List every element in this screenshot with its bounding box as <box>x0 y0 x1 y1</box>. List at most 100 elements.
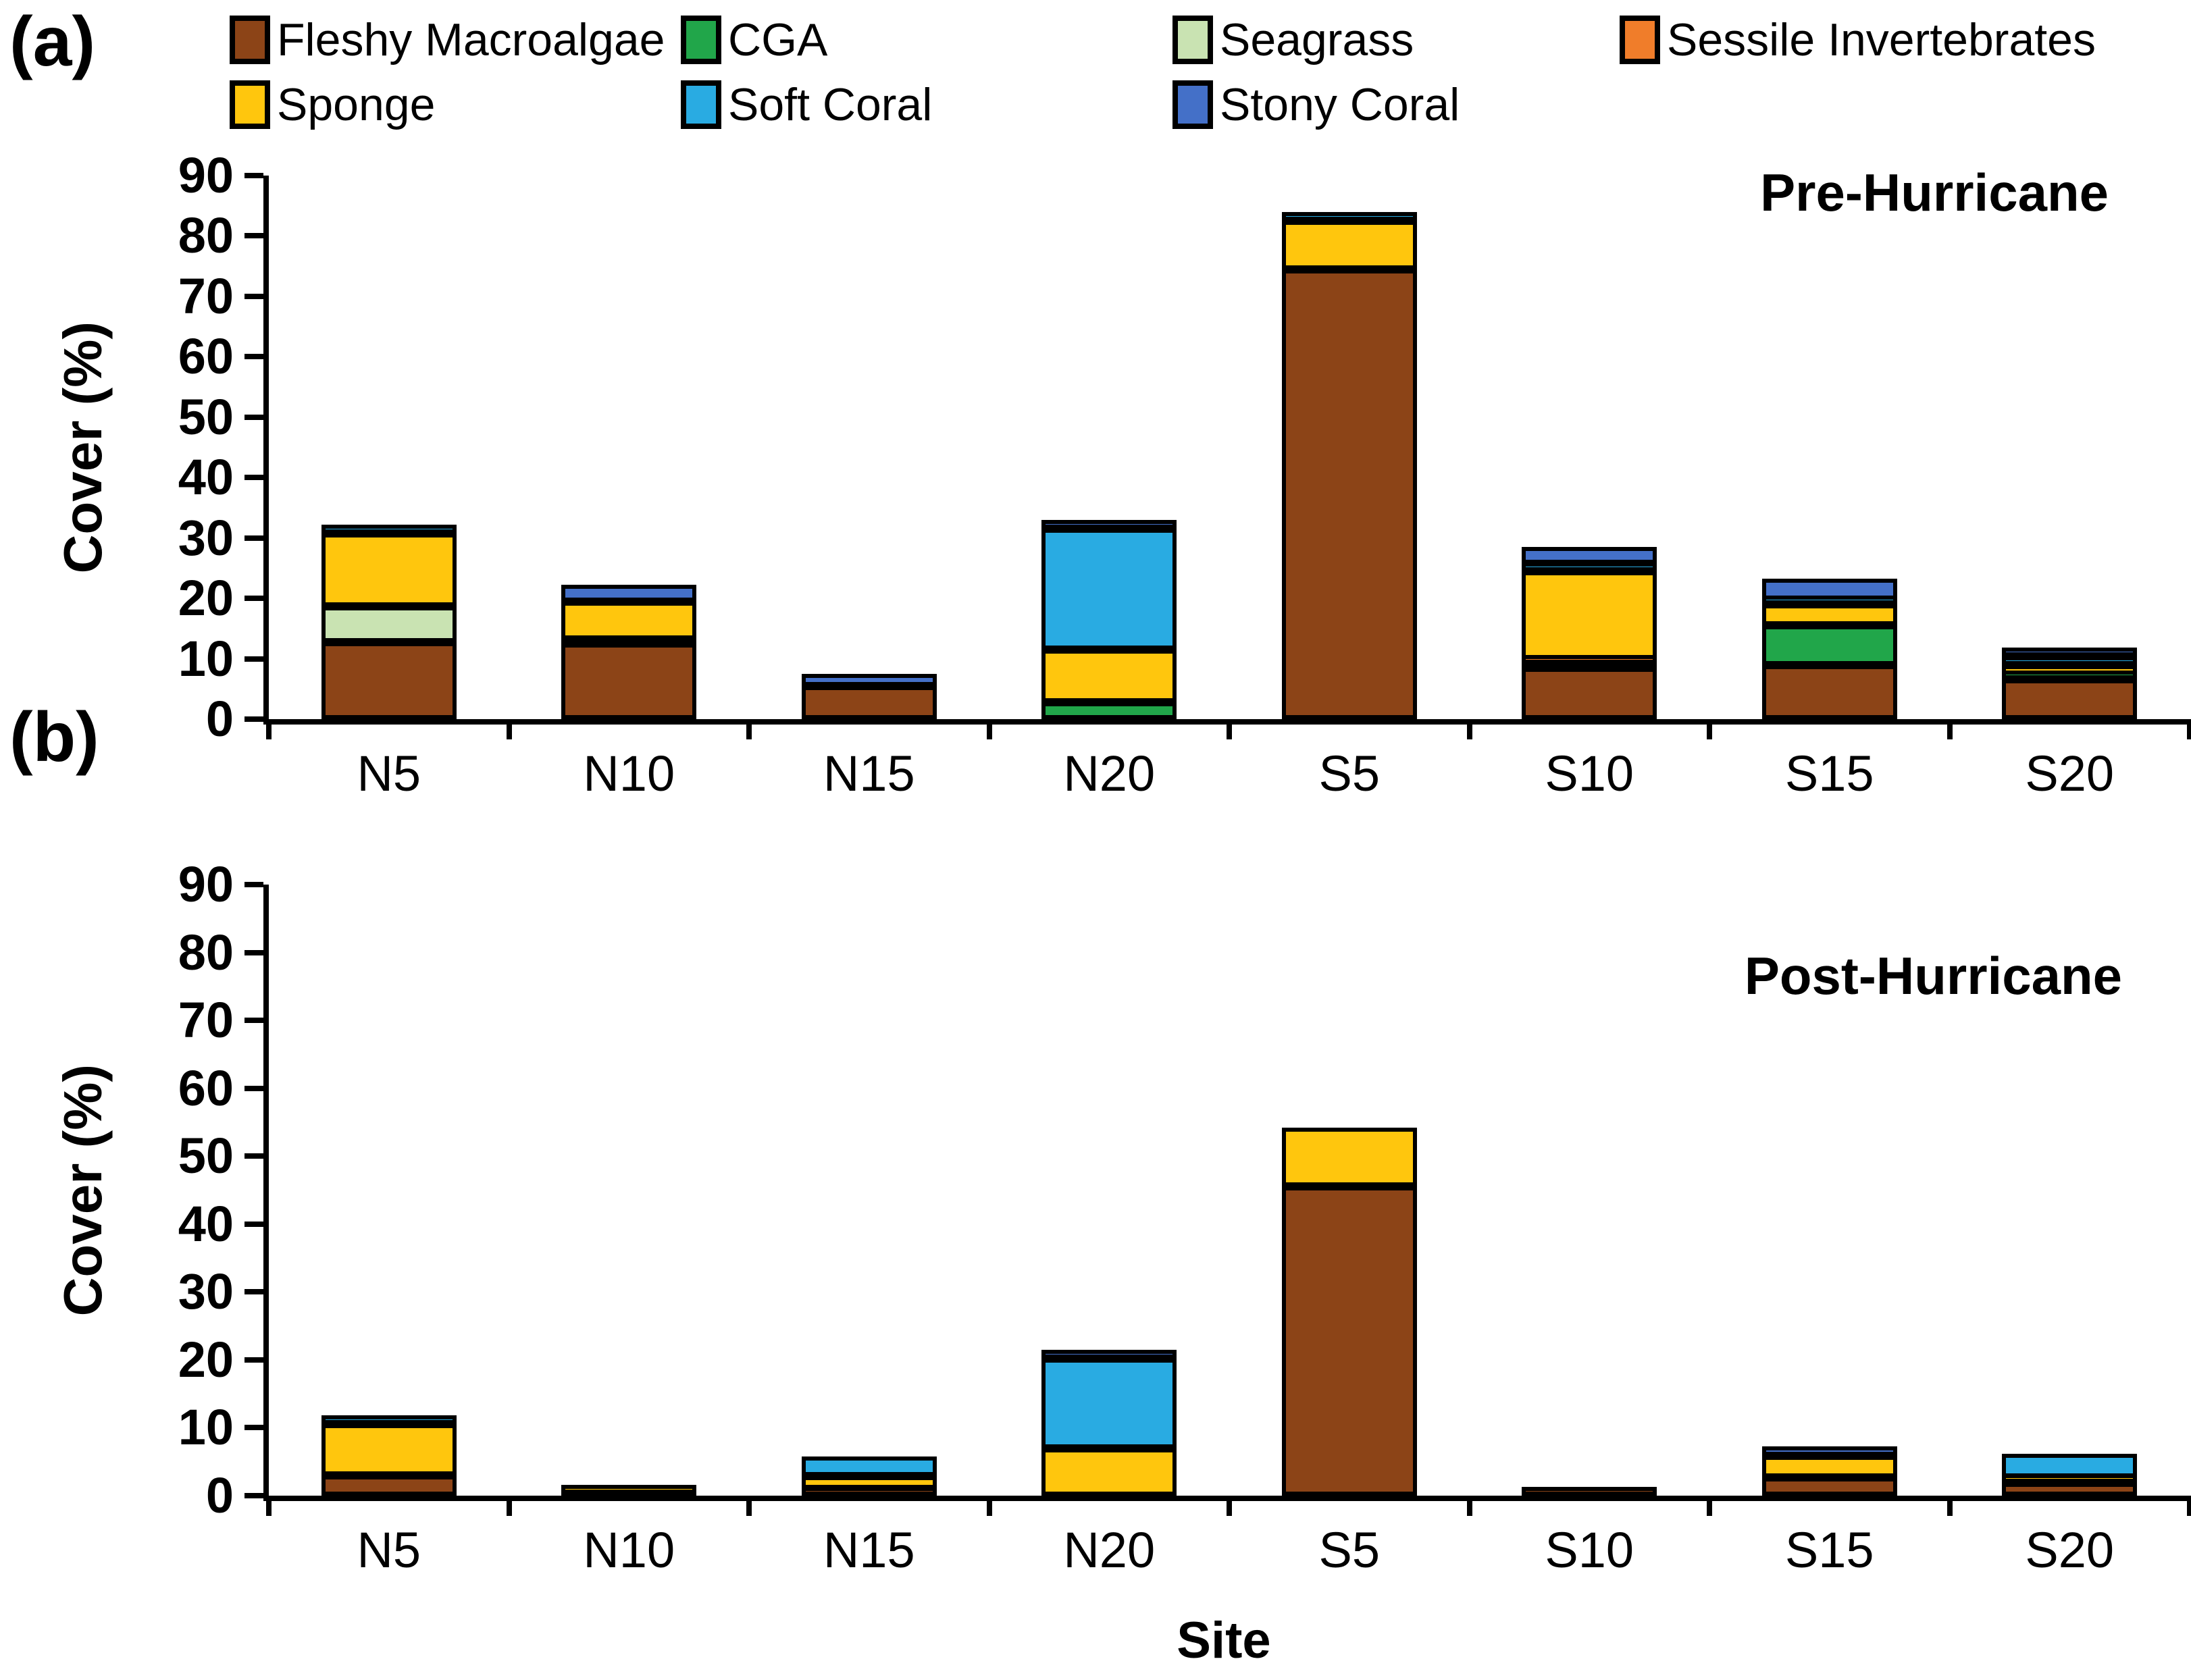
x-category-label-n5: N5 <box>357 1522 421 1578</box>
x-axis-tick <box>746 719 752 739</box>
y-axis-tick <box>244 1085 263 1091</box>
legend-swatch-cga <box>681 16 721 64</box>
x-axis-tick <box>746 1496 752 1516</box>
x-axis-tick <box>2187 1496 2191 1516</box>
panel-title-post-hurricane: Post-Hurricane <box>1744 946 2122 1005</box>
bar-segment-n20-soft-coral <box>1041 1358 1177 1448</box>
x-axis-tick <box>1227 1496 1232 1516</box>
bar-segment-s10-sponge <box>1522 571 1657 659</box>
x-axis-tick <box>986 719 992 739</box>
plot-pre-hurricane: Cover (%) Pre-Hurricane 0 10 20 30 40 50 60 70 8… <box>53 151 2191 799</box>
x-axis-tick <box>506 719 512 739</box>
x-category-label-n15: N15 <box>823 1522 915 1578</box>
y-axis-tick <box>244 1357 263 1363</box>
legend-label: Fleshy Macroalgae <box>277 14 665 65</box>
x-category-label-s5: S5 <box>1318 1522 1380 1578</box>
y-axis-tick-label: 90 <box>178 147 234 203</box>
x-category-label-n20: N20 <box>1063 1522 1156 1578</box>
y-axis-tick-label: 70 <box>178 992 234 1049</box>
y-axis-tick <box>244 1221 263 1227</box>
x-axis-tick <box>986 1496 992 1516</box>
bar-segment-n5-sponge <box>321 533 457 606</box>
bar-segment-n15-stony-coral <box>801 673 937 686</box>
bar-segment-n10-stony-coral <box>561 584 697 602</box>
bar-segment-n20-soft-coral <box>1041 529 1177 650</box>
legend-swatch-soft-coral <box>681 80 721 129</box>
x-category-label-s10: S10 <box>1545 745 1634 802</box>
panel-b-letter: (b) <box>9 698 99 777</box>
bar-segment-s5-sponge <box>1281 1128 1417 1187</box>
bar-segment-n15-fleshy-macroalgae <box>801 1487 937 1496</box>
x-category-label-n20: N20 <box>1063 745 1156 802</box>
y-axis-tick-label: 90 <box>178 856 234 912</box>
legend-item-soft-coral: Soft Coral <box>681 80 932 130</box>
bar-segment-n10-fleshy-macroalgae <box>561 644 697 719</box>
y-axis-tick-label: 70 <box>178 267 234 324</box>
y-axis-tick <box>244 354 263 360</box>
bar-segment-n20-sponge <box>1041 1448 1177 1496</box>
legend-swatch-fleshy-macroalgae <box>230 16 270 64</box>
bar-segment-n10-sponge <box>561 1484 697 1494</box>
x-axis-tick <box>1227 719 1232 739</box>
y-axis-tick-label: 80 <box>178 207 234 264</box>
bar-segment-s5-fleshy-macroalgae <box>1281 1186 1417 1496</box>
bar-segment-n15-soft-coral <box>801 1456 937 1476</box>
y-axis-tick-label: 0 <box>205 1467 234 1523</box>
x-category-label-s10: S10 <box>1545 1522 1634 1578</box>
bar-segment-n5-soft-coral <box>321 525 457 534</box>
legend-label: Stony Coral <box>1220 79 1460 130</box>
bar-segment-n15-sponge <box>801 1475 937 1489</box>
y-axis-tick-label: 10 <box>178 1399 234 1456</box>
x-axis-tick <box>1707 719 1712 739</box>
y-axis-tick-label: 10 <box>178 630 234 687</box>
x-axis-tick <box>266 719 272 739</box>
x-category-label-s20: S20 <box>2025 1522 2115 1578</box>
y-axis-tick-label: 20 <box>178 570 234 627</box>
y-axis-tick-label: 20 <box>178 1331 234 1388</box>
y-axis-tick <box>244 414 263 420</box>
y-axis-tick <box>244 173 263 178</box>
x-axis-tick <box>1947 1496 1953 1516</box>
x-axis-tick <box>506 1496 512 1516</box>
y-axis-tick <box>244 1018 263 1024</box>
bar-segment-n20-cga <box>1041 702 1177 719</box>
y-axis-tick-label: 50 <box>178 1128 234 1184</box>
y-axis-tick <box>244 535 263 541</box>
panel-title-pre-hurricane: Pre-Hurricane <box>1760 163 2109 222</box>
legend-swatch-seagrass <box>1172 16 1213 64</box>
bar-segment-s15-fleshy-macroalgae <box>1761 1477 1897 1496</box>
y-axis-tick-label: 60 <box>178 328 234 385</box>
y-axis-tick <box>244 1425 263 1431</box>
bar-segment-s20-fleshy-macroalgae <box>2002 1482 2138 1496</box>
bar-segment-s15-fleshy-macroalgae <box>1761 664 1897 719</box>
x-category-label-n10: N10 <box>583 1522 675 1578</box>
bar-segment-s20-soft-coral <box>2002 656 2138 666</box>
legend-item-seagrass: Seagrass <box>1172 15 1414 65</box>
legend-label: Sessile Invertebrates <box>1667 14 2096 65</box>
legend-swatch-sessile-invertebrates <box>1620 16 1660 64</box>
bar-segment-n5-sponge <box>321 1424 457 1475</box>
bar-segment-s15-stony-coral <box>1761 1446 1897 1456</box>
x-axis-tick <box>266 1496 272 1516</box>
bar-segment-n5-soft-coral <box>321 1415 457 1425</box>
y-axis-tick <box>244 293 263 299</box>
y-axis-tick-label: 50 <box>178 388 234 445</box>
bar-segment-n5-seagrass <box>321 606 457 642</box>
legend-label: Seagrass <box>1220 14 1414 65</box>
x-axis-title: Site <box>1177 1612 1271 1669</box>
bar-segment-n15-fleshy-macroalgae <box>801 685 937 719</box>
y-axis-tick-label: 60 <box>178 1059 234 1116</box>
legend-item-fleshy-macroalgae: Fleshy Macroalgae <box>230 15 665 65</box>
bar-segment-s10-fleshy-macroalgae <box>1522 1487 1657 1496</box>
bar-segment-s5-fleshy-macroalgae <box>1281 269 1417 719</box>
bar-segment-s15-sponge <box>1761 604 1897 626</box>
legend-item-cga: CGA <box>681 15 827 65</box>
plot-post-hurricane: Cover (%) Post-Hurricane 0 10 20 30 40 50 60 70… <box>53 860 2191 1575</box>
y-axis-tick-label: 40 <box>178 1195 234 1252</box>
bar-segment-s20-soft-coral <box>2002 1453 2138 1477</box>
y-axis-tick <box>244 656 263 662</box>
bar-segment-n5-fleshy-macroalgae <box>321 641 457 719</box>
bar-segment-s15-cga <box>1761 625 1897 665</box>
bar-segment-s20-sponge <box>2002 665 2138 675</box>
